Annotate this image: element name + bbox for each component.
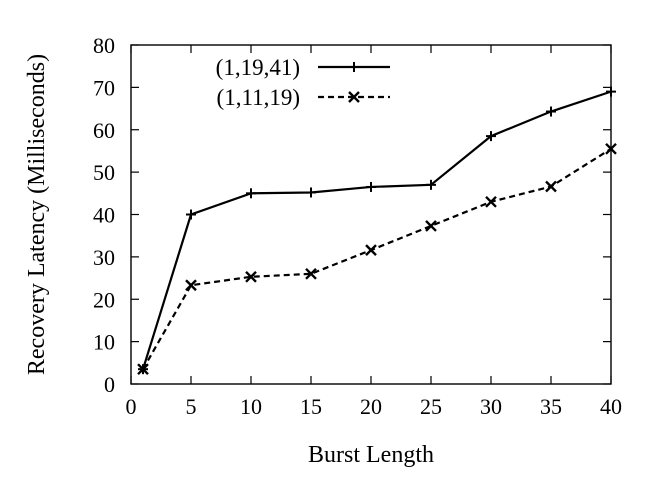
data-point [305, 267, 317, 280]
series-1 [138, 86, 616, 375]
data-point [185, 279, 197, 292]
data-point [606, 86, 616, 97]
y-tick-label: 0 [104, 372, 115, 397]
data-point [546, 106, 556, 117]
legend-item: (1,19,41) [216, 55, 390, 80]
data-point [605, 142, 617, 155]
data-point [186, 209, 196, 220]
data-point [245, 270, 257, 283]
data-point [486, 131, 496, 142]
x-axis-title: Burst Length [308, 442, 434, 468]
data-point [306, 187, 316, 198]
legend: (1,19,41) (1,11,19) [216, 55, 390, 110]
y-axis-title: Recovery Latency (Milliseconds) [24, 54, 50, 375]
data-point [485, 195, 497, 208]
y-tick-label: 30 [93, 245, 115, 270]
data-point [426, 179, 436, 190]
x-tick-label: 25 [420, 394, 442, 419]
x-tick-label: 5 [186, 394, 197, 419]
data-point [425, 220, 437, 232]
y-tick-label: 50 [93, 160, 115, 185]
y-tick-label: 80 [93, 33, 115, 58]
legend-label: (1,19,41) [216, 55, 300, 80]
y-tick-label: 70 [93, 75, 115, 100]
series-line [142, 147, 612, 370]
y-tick-label: 60 [93, 118, 115, 143]
x-axis-ticks: 0 5 10 15 20 25 30 35 40 [126, 45, 622, 419]
data-point [545, 180, 557, 193]
x-tick-label: 15 [300, 394, 322, 419]
plot-border [130, 44, 612, 385]
plot-frame [130, 44, 612, 385]
data-point [246, 188, 256, 199]
x-tick-label: 40 [600, 394, 622, 419]
y-tick-label: 20 [93, 287, 115, 312]
series-line [141, 90, 612, 370]
data-point [365, 244, 377, 256]
x-tick-label: 20 [360, 394, 382, 419]
x-tick-label: 35 [540, 394, 562, 419]
x-tick-label: 0 [126, 394, 137, 419]
data-point [137, 363, 149, 376]
data-point [366, 181, 376, 192]
y-tick-label: 10 [93, 330, 115, 355]
series-layer [137, 86, 617, 376]
x-tick-label: 30 [480, 394, 502, 419]
series-2 [137, 142, 617, 376]
legend-label: (1,11,19) [217, 85, 300, 110]
legend-item: (1,11,19) [217, 85, 390, 110]
legend-marker [348, 91, 360, 103]
legend-marker [349, 62, 359, 72]
y-tick-label: 40 [93, 203, 115, 228]
x-tick-label: 10 [240, 394, 262, 419]
y-axis-ticks: 0 10 20 30 40 50 60 70 80 [93, 33, 611, 397]
